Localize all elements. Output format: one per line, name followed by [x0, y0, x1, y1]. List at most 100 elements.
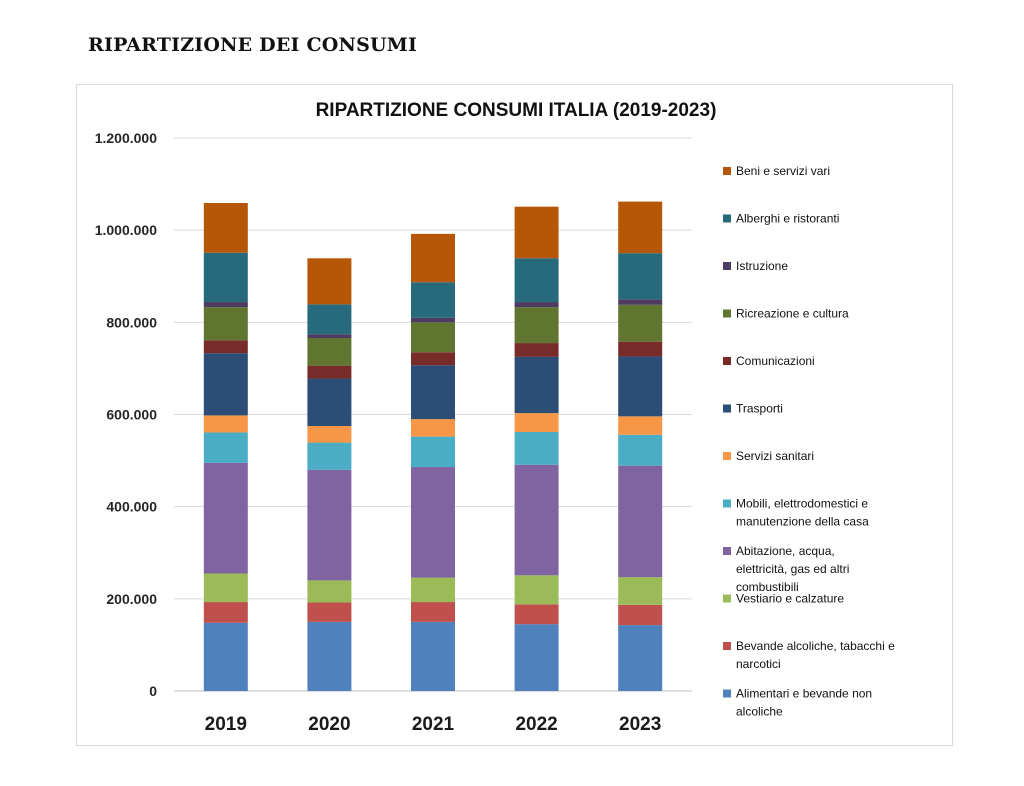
bar-segment	[203, 415, 248, 433]
bar-segment	[618, 253, 663, 300]
legend: Beni e servizi vari Alberghi e ristoranti…	[723, 164, 895, 719]
legend-label: Mobili, elettrodomestici e manutenzione d…	[736, 497, 869, 529]
y-tick-label: 1.200.000	[95, 130, 157, 146]
bar-segment	[203, 307, 248, 341]
bar-segment	[618, 434, 663, 466]
bar-segment	[411, 602, 455, 622]
y-tick-label: 400.000	[106, 499, 157, 515]
legend-swatch	[723, 167, 731, 175]
legend-label: Trasporti	[736, 402, 783, 416]
bar-segment	[203, 340, 248, 354]
bar-segment	[411, 467, 455, 578]
x-tick-label: 2019	[205, 714, 247, 735]
legend-item: Ricreazione e cultura	[723, 307, 849, 321]
bars	[203, 201, 663, 691]
chart-title: RIPARTIZIONE CONSUMI ITALIA (2019-2023)	[316, 100, 717, 121]
bar-segment	[514, 343, 559, 357]
bar-segment	[514, 575, 559, 605]
y-tick-label: 1.000.000	[95, 222, 157, 238]
bar-stack-2023	[618, 201, 663, 691]
y-tick-label: 600.000	[106, 407, 157, 423]
bar-segment	[514, 302, 559, 308]
bar-segment	[514, 624, 559, 691]
bar-segment	[514, 206, 559, 259]
legend-item: Alimentari e bevande non alcoliche	[723, 687, 872, 719]
bar-segment	[203, 432, 248, 463]
legend-swatch	[723, 689, 731, 698]
bar-segment	[618, 356, 663, 417]
bar-segment	[307, 442, 352, 470]
bar-segment	[203, 302, 248, 308]
legend-item: Vestiario e calzature	[723, 592, 844, 606]
bar-segment	[307, 338, 352, 366]
y-tick-label: 200.000	[106, 591, 157, 607]
y-tick-label: 0	[149, 683, 157, 699]
bar-segment	[514, 307, 559, 344]
bar-segment	[307, 334, 352, 339]
bar-stack-2022	[514, 206, 559, 691]
legend-swatch	[723, 309, 731, 318]
bar-segment	[307, 602, 352, 622]
legend-swatch	[723, 547, 731, 555]
bar-segment	[618, 304, 663, 342]
bar-segment	[411, 419, 455, 437]
legend-label: Alberghi e ristoranti	[736, 212, 839, 226]
bar-segment	[411, 317, 455, 323]
legend-item: Trasporti	[723, 402, 783, 416]
bar-segment	[514, 604, 559, 625]
bar-segment	[203, 353, 248, 416]
legend-swatch	[723, 214, 731, 223]
legend-item: Abitazione, acqua, elettricità, gas ed al…	[723, 544, 849, 594]
bar-segment	[618, 341, 663, 357]
legend-item: Comunicazioni	[723, 354, 815, 368]
bar-stack-2021	[411, 233, 455, 691]
bar-segment	[618, 299, 663, 305]
bar-segment	[411, 322, 455, 353]
legend-item: Bevande alcoliche, tabacchi e narcotici	[723, 639, 895, 671]
bar-segment	[307, 580, 352, 603]
bar-segment	[514, 464, 559, 576]
bar-segment	[618, 465, 663, 578]
x-tick-label: 2020	[308, 714, 350, 735]
legend-swatch	[723, 452, 731, 460]
page-heading: RIPARTIZIONE DEI CONSUMI	[88, 34, 418, 56]
legend-swatch	[723, 642, 731, 650]
bar-segment	[514, 432, 559, 465]
bar-segment	[307, 258, 352, 305]
legend-item: Alberghi e ristoranti	[723, 212, 839, 226]
bar-segment	[514, 356, 559, 414]
bar-segment	[514, 413, 559, 433]
legend-swatch	[723, 262, 731, 270]
x-tick-label: 2021	[412, 714, 455, 735]
bar-segment	[203, 462, 248, 574]
bar-segment	[411, 282, 455, 318]
legend-label: Beni e servizi vari	[736, 164, 830, 178]
bar-segment	[307, 378, 352, 427]
legend-label: Bevande alcoliche, tabacchi e narcotici	[736, 639, 895, 671]
legend-swatch	[723, 499, 731, 508]
legend-label: Abitazione, acqua, elettricità, gas ed al…	[736, 544, 849, 594]
bar-segment	[203, 622, 248, 691]
bar-stack-2020	[307, 258, 352, 691]
legend-swatch	[723, 404, 731, 413]
bar-segment	[203, 602, 248, 623]
bar-segment	[618, 201, 663, 254]
legend-label: Vestiario e calzature	[736, 592, 844, 606]
legend-label: Servizi sanitari	[736, 449, 814, 463]
legend-item: Servizi sanitari	[723, 449, 814, 463]
bar-segment	[307, 304, 352, 335]
bar-segment	[307, 426, 352, 443]
bar-segment	[307, 365, 352, 379]
bar-segment	[618, 604, 663, 626]
bar-segment	[203, 573, 248, 603]
bar-segment	[411, 436, 455, 468]
bar-segment	[411, 365, 455, 420]
x-tick-label: 2023	[619, 714, 661, 735]
legend-swatch	[723, 594, 731, 603]
bar-segment	[411, 621, 455, 691]
y-axis-ticks: 0 200.000 400.000 600.000 800.000 1.000.000 1.…	[95, 130, 158, 699]
stacked-bar-chart: 0 200.000 400.000 600.000 800.000 1.000.000 1.…	[95, 100, 895, 735]
legend-label: Comunicazioni	[736, 354, 815, 368]
bar-segment	[618, 625, 663, 691]
chart-frame: 0 200.000 400.000 600.000 800.000 1.000.000 1.…	[76, 84, 953, 746]
